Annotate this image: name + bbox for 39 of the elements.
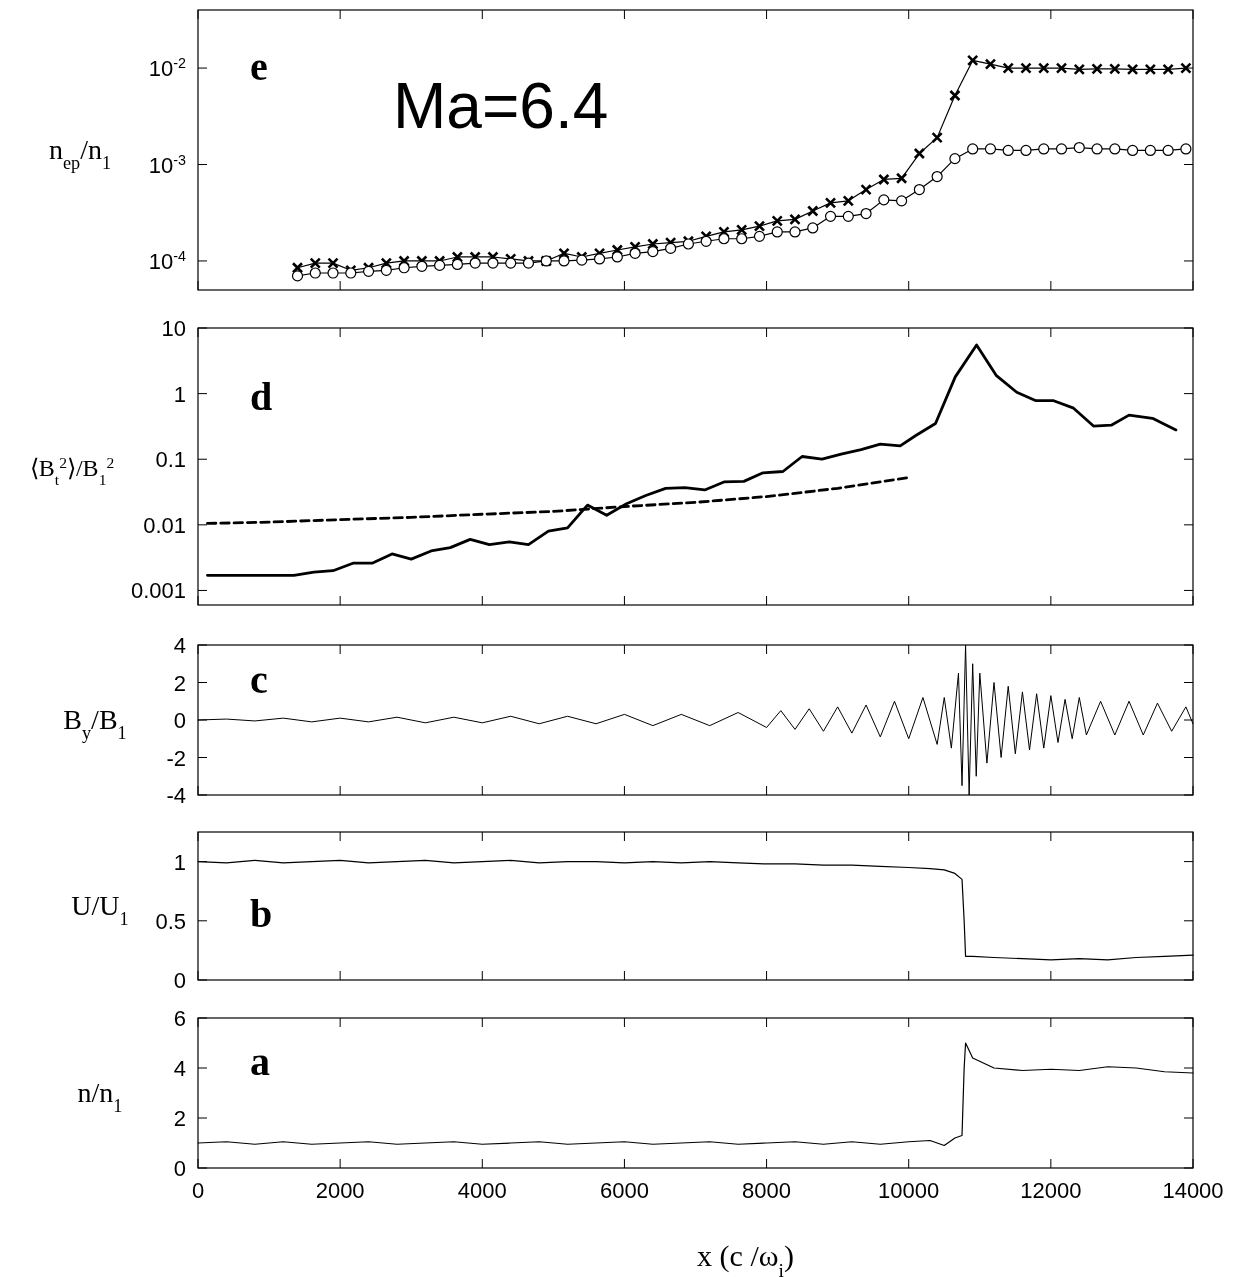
x-tick-label: 14000	[1162, 1178, 1224, 1203]
annotation: a	[250, 1039, 270, 1084]
y-tick-label: 1	[173, 849, 186, 875]
y-tick-label: 10$^{-2}$	[148, 55, 187, 82]
y-tick-label: 1	[173, 381, 186, 407]
x-tick-label: 12000	[1020, 1178, 1082, 1203]
x-tick-label: 0	[191, 1178, 205, 1203]
y-tick-label: 0	[173, 968, 186, 993]
annotation: b	[250, 891, 273, 936]
x-tick-label: 6000	[599, 1178, 649, 1203]
y-tick-label: 10$^{-4}$	[148, 247, 187, 274]
y-tick-label: 4	[173, 633, 186, 658]
y-tick-label: 6	[173, 1006, 186, 1031]
y-tick-label: 2	[173, 670, 186, 696]
y-axis-title: U/U$_{1}$	[71, 890, 129, 929]
y-axis-title: B$_{y}$/B$_{1}$	[63, 704, 127, 743]
annotation: Ma=6.4	[393, 70, 609, 142]
y-axis-title: n$_{ep}$/n$_{1}$	[48, 134, 112, 173]
y-tick-label: -2	[166, 745, 186, 771]
x-axis-title: x (c /ω$_{i}$)	[697, 1239, 794, 1277]
y-tick-label: 0.5	[155, 908, 186, 934]
y-tick-label: 10	[161, 316, 186, 341]
x-tick-label: 10000	[878, 1178, 940, 1203]
y-tick-label: -4	[166, 783, 186, 808]
annotation: d	[250, 374, 273, 419]
y-tick-label: 0	[173, 708, 186, 733]
y-axis-title: n/n$_{1}$	[77, 1077, 123, 1116]
y-tick-label: 0.01	[143, 512, 186, 538]
y-tick-label: 0	[173, 1156, 186, 1181]
y-tick-label: 4	[173, 1056, 186, 1081]
annotation: e	[250, 44, 268, 89]
y-tick-label: 2	[173, 1106, 186, 1131]
y-tick-label: 0.001	[130, 578, 186, 604]
y-tick-label: 0.1	[155, 447, 186, 473]
x-tick-label: 8000	[742, 1178, 792, 1203]
annotation: c	[250, 657, 268, 702]
y-tick-label: 10$^{-3}$	[148, 151, 187, 178]
x-tick-label: 2000	[315, 1178, 365, 1203]
x-tick-label: 4000	[457, 1178, 507, 1203]
